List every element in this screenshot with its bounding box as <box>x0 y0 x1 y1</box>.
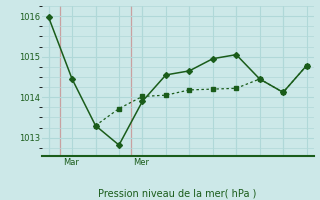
Text: Mar: Mar <box>63 158 79 167</box>
Text: Mer: Mer <box>133 158 149 167</box>
Text: Pression niveau de la mer( hPa ): Pression niveau de la mer( hPa ) <box>99 189 257 199</box>
